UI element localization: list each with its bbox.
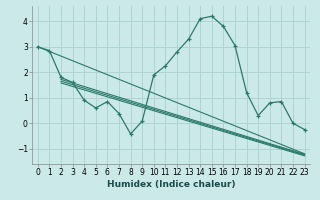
X-axis label: Humidex (Indice chaleur): Humidex (Indice chaleur) [107, 180, 236, 189]
